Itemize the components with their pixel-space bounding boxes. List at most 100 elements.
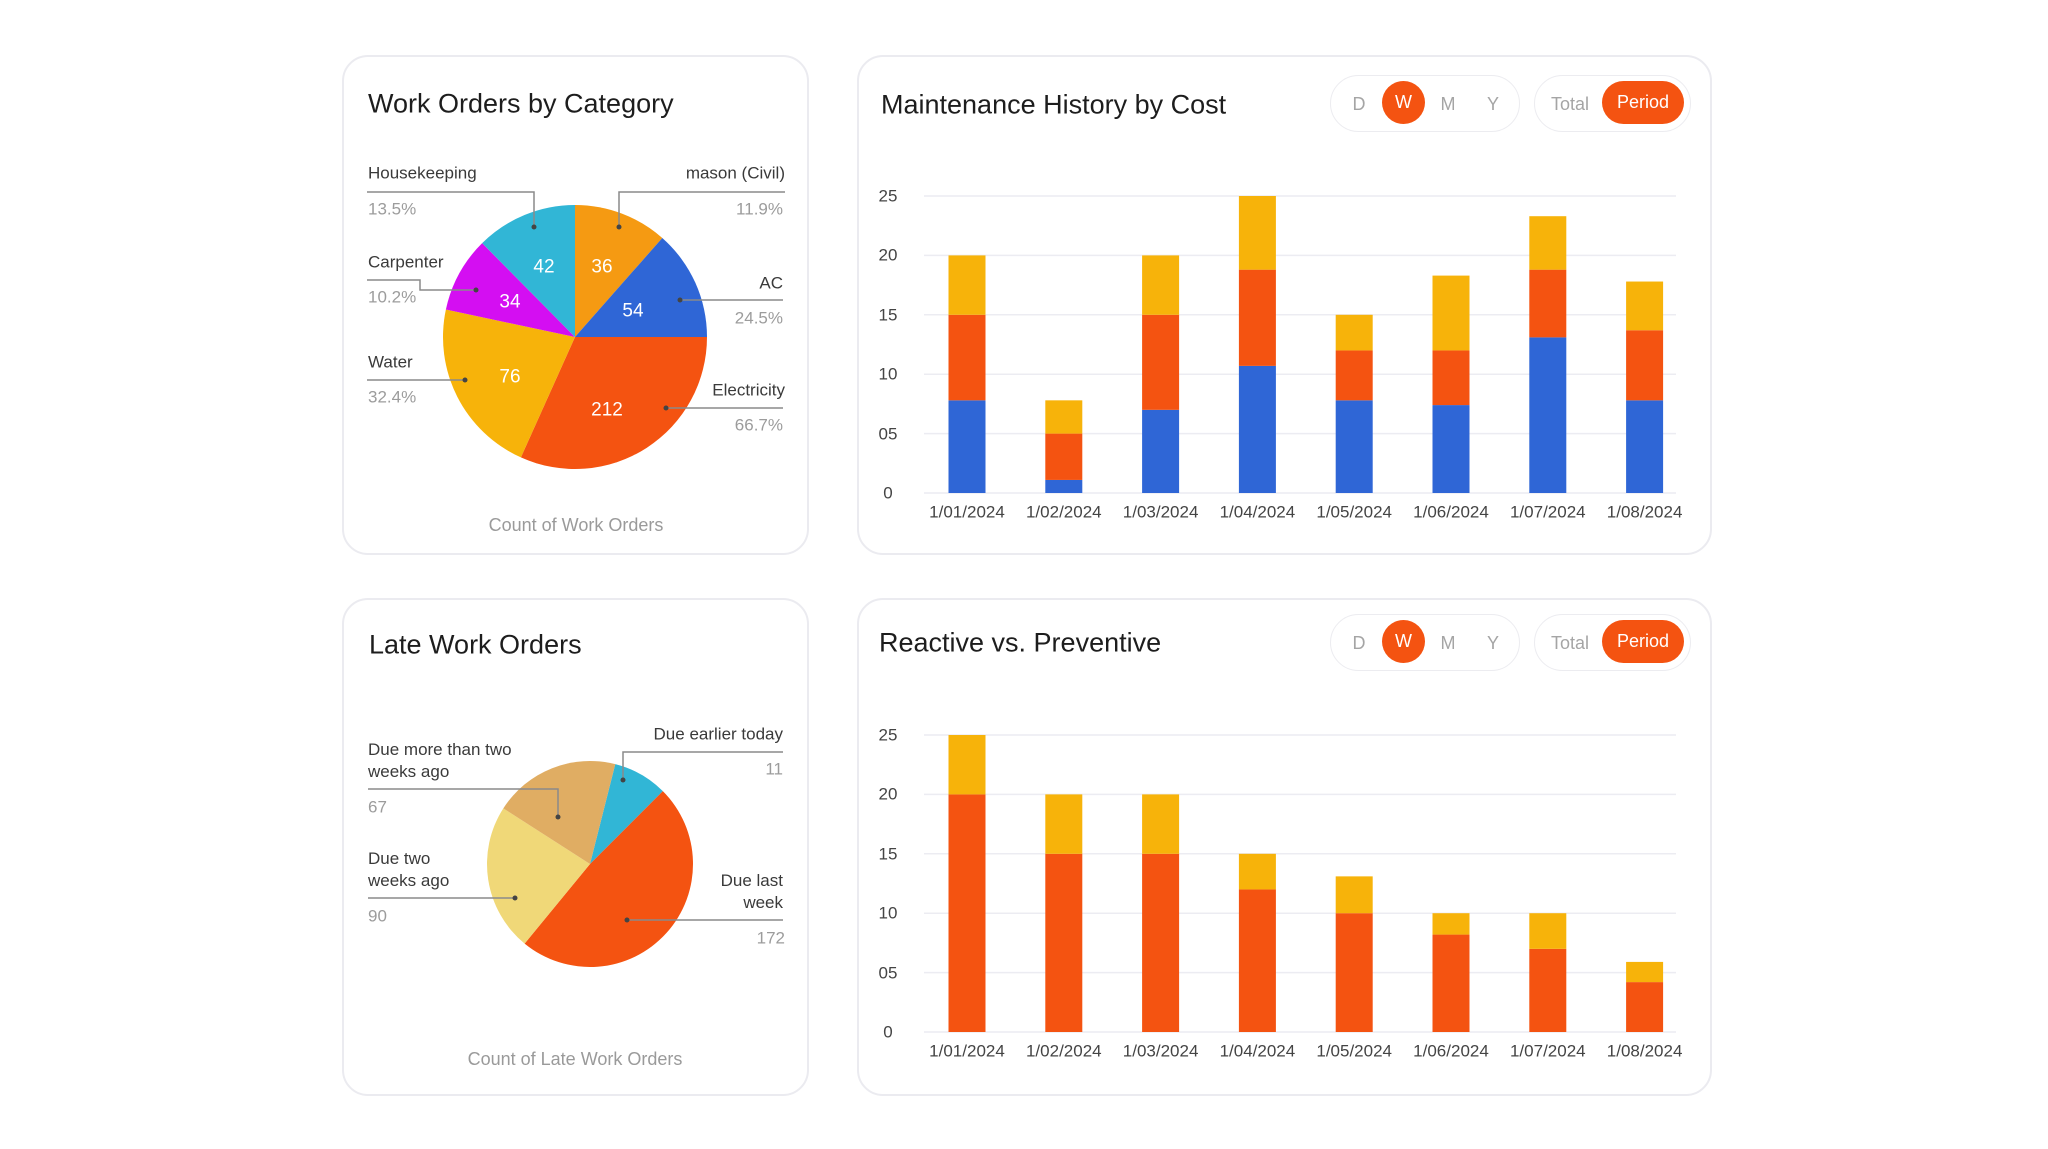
- bar-segment: [1335, 350, 1373, 401]
- pie-slice-carpenter: [445, 243, 575, 337]
- x-tick-label: 1/05/2024: [1316, 502, 1393, 522]
- legend-value-more-than-two-weeks: 67: [368, 797, 387, 817]
- leader-dot: [531, 224, 537, 230]
- bar-segment: [948, 794, 986, 1032]
- bar-segment: [1045, 400, 1083, 434]
- x-tick-label: 1/08/2024: [1606, 1041, 1683, 1061]
- pie-slice-ac: [575, 237, 707, 337]
- bar-segment: [1626, 330, 1664, 401]
- bar-segment: [948, 400, 986, 493]
- bar-segment: [1432, 934, 1470, 1032]
- x-tick-label: 1/03/2024: [1122, 1041, 1199, 1061]
- legend-percent-ac: 24.5%: [734, 308, 783, 328]
- y-tick-label: 0: [883, 483, 893, 503]
- pie-slice-earlier-today: [590, 764, 663, 864]
- legend-percent-housekeeping: 13.5%: [368, 199, 417, 219]
- bar-segment: [1238, 269, 1276, 366]
- y-tick-label: 25: [878, 186, 898, 206]
- y-tick-label: 20: [878, 245, 898, 265]
- leader-dot: [555, 814, 561, 820]
- mode-option-period-selected[interactable]: Period: [1602, 620, 1684, 663]
- bar-segment: [948, 735, 986, 795]
- x-tick-label: 1/04/2024: [1219, 502, 1296, 522]
- mode-toggle-group: Total Period: [1534, 75, 1691, 132]
- bar-segment: [1432, 405, 1470, 493]
- bar-segment: [1626, 400, 1664, 493]
- x-tick-label: 1/06/2024: [1413, 502, 1489, 522]
- y-tick-label: 20: [878, 784, 898, 804]
- bar-segment: [1335, 314, 1373, 351]
- legend-label-water: Water: [368, 352, 413, 372]
- page-title-maintenance: Maintenance History by Cost: [881, 89, 1227, 120]
- legend-label-earlier-today: Due earlier today: [653, 724, 783, 744]
- pie-caption-late-orders: Count of Late Work Orders: [467, 1049, 683, 1069]
- leader-dot: [616, 224, 622, 230]
- mode-option-total[interactable]: Total: [1550, 93, 1590, 114]
- legend-label-carpenter: Carpenter: [368, 252, 444, 272]
- x-tick-label: 1/01/2024: [929, 502, 1005, 522]
- bar-segment: [1626, 961, 1664, 983]
- period-option-d[interactable]: D: [1352, 93, 1366, 114]
- period-toggle-group: D W M Y: [1330, 75, 1520, 132]
- pie-slice-last-week: [524, 791, 693, 967]
- bar-segment: [1626, 281, 1664, 331]
- leader-line-mason: [618, 191, 785, 227]
- period-option-w-selected[interactable]: W: [1382, 620, 1425, 663]
- leader-line-more-than-two-weeks: [368, 788, 559, 817]
- x-tick-label: 1/02/2024: [1025, 502, 1102, 522]
- period-option-w-selected[interactable]: W: [1382, 81, 1425, 124]
- legend-percent-water: 32.4%: [368, 387, 417, 407]
- x-tick-label: 1/07/2024: [1509, 502, 1586, 522]
- bar-segment: [1432, 350, 1470, 406]
- x-tick-label: 1/02/2024: [1025, 1041, 1102, 1061]
- legend-label-housekeeping: Housekeeping: [368, 163, 477, 183]
- bar-segment: [1142, 853, 1180, 1032]
- bar-segment: [1142, 255, 1180, 315]
- x-tick-label: 1/06/2024: [1413, 1041, 1489, 1061]
- card-maintenance-history: [857, 55, 1712, 555]
- legend-percent-electricity: 66.7%: [734, 415, 783, 435]
- y-tick-label: 0: [883, 1022, 893, 1042]
- maintenance-bar-chart: [924, 195, 1676, 494]
- x-tick-label: 1/05/2024: [1316, 1041, 1393, 1061]
- legend-value-earlier-today: 11: [765, 759, 783, 779]
- pie-slice-mason: [575, 205, 663, 337]
- y-tick-label: 25: [878, 725, 898, 745]
- period-option-y[interactable]: Y: [1486, 632, 1500, 653]
- period-option-d[interactable]: D: [1352, 632, 1366, 653]
- mode-option-period-selected[interactable]: Period: [1602, 81, 1684, 124]
- leader-dot: [462, 377, 468, 383]
- period-option-m[interactable]: M: [1440, 632, 1456, 653]
- bar-segment: [1142, 409, 1180, 493]
- leader-line-carpenter: [367, 279, 476, 291]
- legend-label-ac: AC: [759, 273, 783, 293]
- slice-value-ac: 54: [622, 300, 644, 322]
- legend-value-two-weeks: 90: [368, 906, 387, 926]
- bar-segment: [1045, 433, 1083, 480]
- late-orders-pie: [487, 761, 693, 967]
- legend-label-last-week: Due last week: [720, 871, 783, 912]
- mode-option-total[interactable]: Total: [1550, 632, 1590, 653]
- bar-segment: [1238, 365, 1276, 493]
- bar-segment: [1045, 479, 1083, 493]
- legend-label-mason: mason (Civil): [685, 163, 785, 183]
- x-tick-label: 1/03/2024: [1122, 502, 1199, 522]
- x-tick-label: 1/08/2024: [1606, 502, 1683, 522]
- leader-line-housekeeping: [367, 191, 535, 227]
- period-option-y[interactable]: Y: [1486, 93, 1500, 114]
- bar-segment: [1142, 314, 1180, 410]
- bar-segment: [1626, 982, 1664, 1032]
- leader-dot: [512, 895, 518, 901]
- leader-line-earlier-today: [622, 751, 783, 780]
- bar-segment: [1238, 853, 1276, 890]
- legend-percent-carpenter: 10.2%: [368, 287, 417, 307]
- pie-slice-water: [443, 309, 575, 458]
- category-pie: [443, 205, 707, 470]
- bar-segment: [1432, 913, 1470, 935]
- y-tick-label: 10: [878, 364, 898, 384]
- slice-value-carpenter: 34: [499, 291, 521, 313]
- bar-segment: [1432, 275, 1470, 351]
- period-option-m[interactable]: M: [1440, 93, 1456, 114]
- leader-dot: [677, 297, 683, 303]
- page-title-late-orders: Late Work Orders: [369, 629, 582, 660]
